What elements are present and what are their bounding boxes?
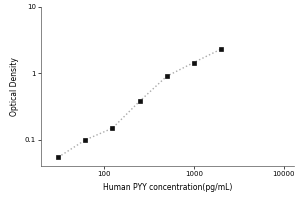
- Y-axis label: Optical Density: Optical Density: [10, 57, 19, 116]
- X-axis label: Human PYY concentration(pg/mL): Human PYY concentration(pg/mL): [103, 183, 232, 192]
